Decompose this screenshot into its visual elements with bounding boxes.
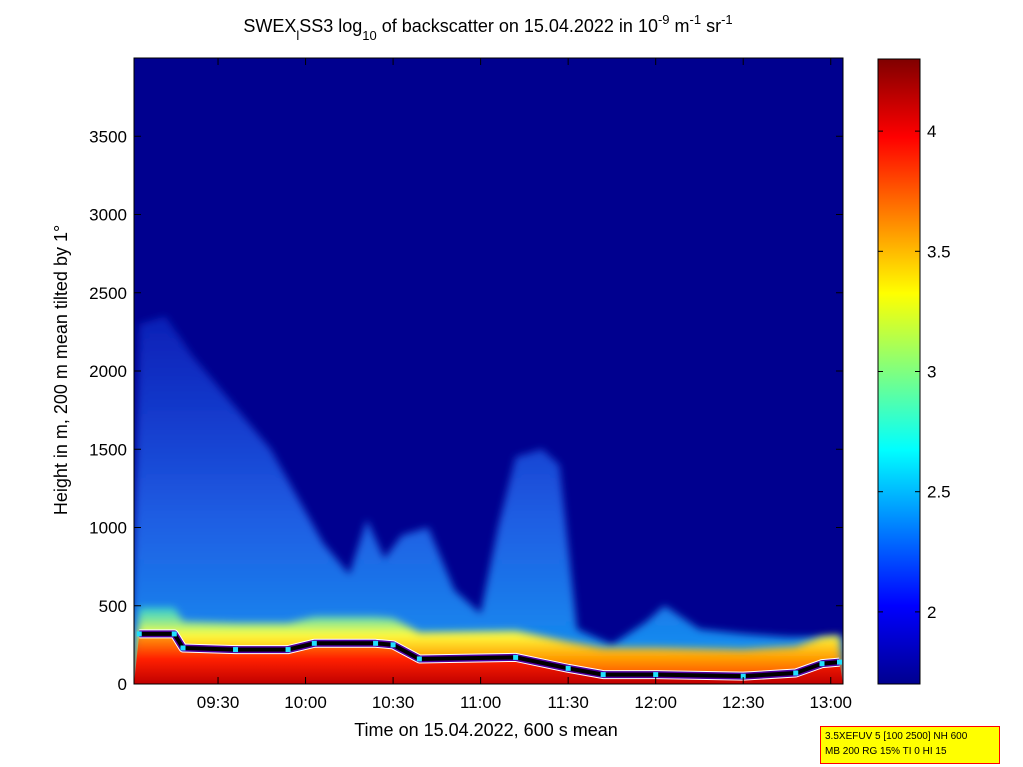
cloud-base-point bbox=[565, 665, 571, 671]
colorbar-tick-label: 4 bbox=[927, 122, 936, 141]
x-tick-label: 11:30 bbox=[548, 693, 589, 712]
processing-info-box: 3.5XEFUV 5 [100 2500] NH 600 MB 200 RG 1… bbox=[820, 726, 1000, 764]
cloud-base-point bbox=[513, 654, 519, 660]
cloud-base-point bbox=[136, 631, 142, 637]
colorbar-tick-label: 2.5 bbox=[927, 483, 951, 502]
y-tick-label: 3500 bbox=[89, 127, 127, 146]
cloud-base-point bbox=[793, 670, 799, 676]
y-tick-label: 500 bbox=[99, 597, 127, 616]
x-axis-label: Time on 15.04.2022, 600 s mean bbox=[354, 720, 618, 740]
y-tick-label: 0 bbox=[118, 675, 127, 694]
title-sup-m: -1 bbox=[690, 12, 702, 27]
cloud-base-point bbox=[600, 672, 606, 678]
chart-title: SWEXlSS3 log10 of backscatter on 15.04.2… bbox=[243, 12, 732, 43]
x-tick-label: 12:30 bbox=[722, 693, 765, 712]
x-tick-label: 12:00 bbox=[634, 693, 677, 712]
title-sup-9: -9 bbox=[658, 12, 670, 27]
y-tick-label: 3000 bbox=[89, 206, 127, 225]
cloud-base-point bbox=[171, 631, 177, 637]
title-unit-sr: sr bbox=[701, 16, 721, 36]
aerosol-layer bbox=[134, 316, 843, 684]
cloud-base-point bbox=[836, 659, 842, 665]
colorbar bbox=[877, 58, 921, 685]
title-prefix: SWEX bbox=[243, 16, 296, 36]
title-mid: SS3 log bbox=[299, 16, 362, 36]
x-tick-label: 11:00 bbox=[460, 693, 501, 712]
y-tick-label: 1500 bbox=[89, 440, 127, 459]
info-line-2: MB 200 RG 15% TI 0 HI 15 bbox=[825, 746, 947, 757]
cloud-base-point bbox=[416, 656, 422, 662]
x-tick-label: 09:30 bbox=[197, 693, 240, 712]
info-line-1: 3.5XEFUV 5 [100 2500] NH 600 bbox=[825, 731, 968, 742]
title-sup-sr: -1 bbox=[721, 12, 733, 27]
y-tick-label: 1000 bbox=[89, 519, 127, 538]
x-tick-label: 10:30 bbox=[372, 693, 415, 712]
x-tick-label: 13:00 bbox=[809, 693, 852, 712]
cloud-base-point bbox=[653, 672, 659, 678]
y-tick-label: 2500 bbox=[89, 284, 127, 303]
cloud-base-point bbox=[233, 647, 239, 653]
title-sub-l: l bbox=[296, 28, 299, 43]
cloud-base-point bbox=[373, 640, 379, 646]
colorbar-tick-label: 3 bbox=[927, 363, 936, 382]
colorbar-tick-label: 3.5 bbox=[927, 242, 951, 261]
colorbar-tick-label: 2 bbox=[927, 603, 936, 622]
cloud-base-point bbox=[311, 640, 317, 646]
cloud-base-point bbox=[740, 673, 746, 679]
title-mid2: of backscatter on 15.04.2022 in 10 bbox=[377, 16, 658, 36]
y-tick-label: 2000 bbox=[89, 362, 127, 381]
cloud-base-point bbox=[819, 661, 825, 667]
x-tick-label: 10:00 bbox=[284, 693, 327, 712]
title-sub-10: 10 bbox=[362, 28, 376, 43]
cloud-base-point bbox=[180, 645, 186, 651]
y-axis-label: Height in m, 200 m mean tilted by 1° bbox=[51, 225, 71, 515]
cloud-base-point bbox=[285, 647, 291, 653]
title-unit-m: m bbox=[670, 16, 690, 36]
cloud-base-point bbox=[390, 642, 396, 648]
